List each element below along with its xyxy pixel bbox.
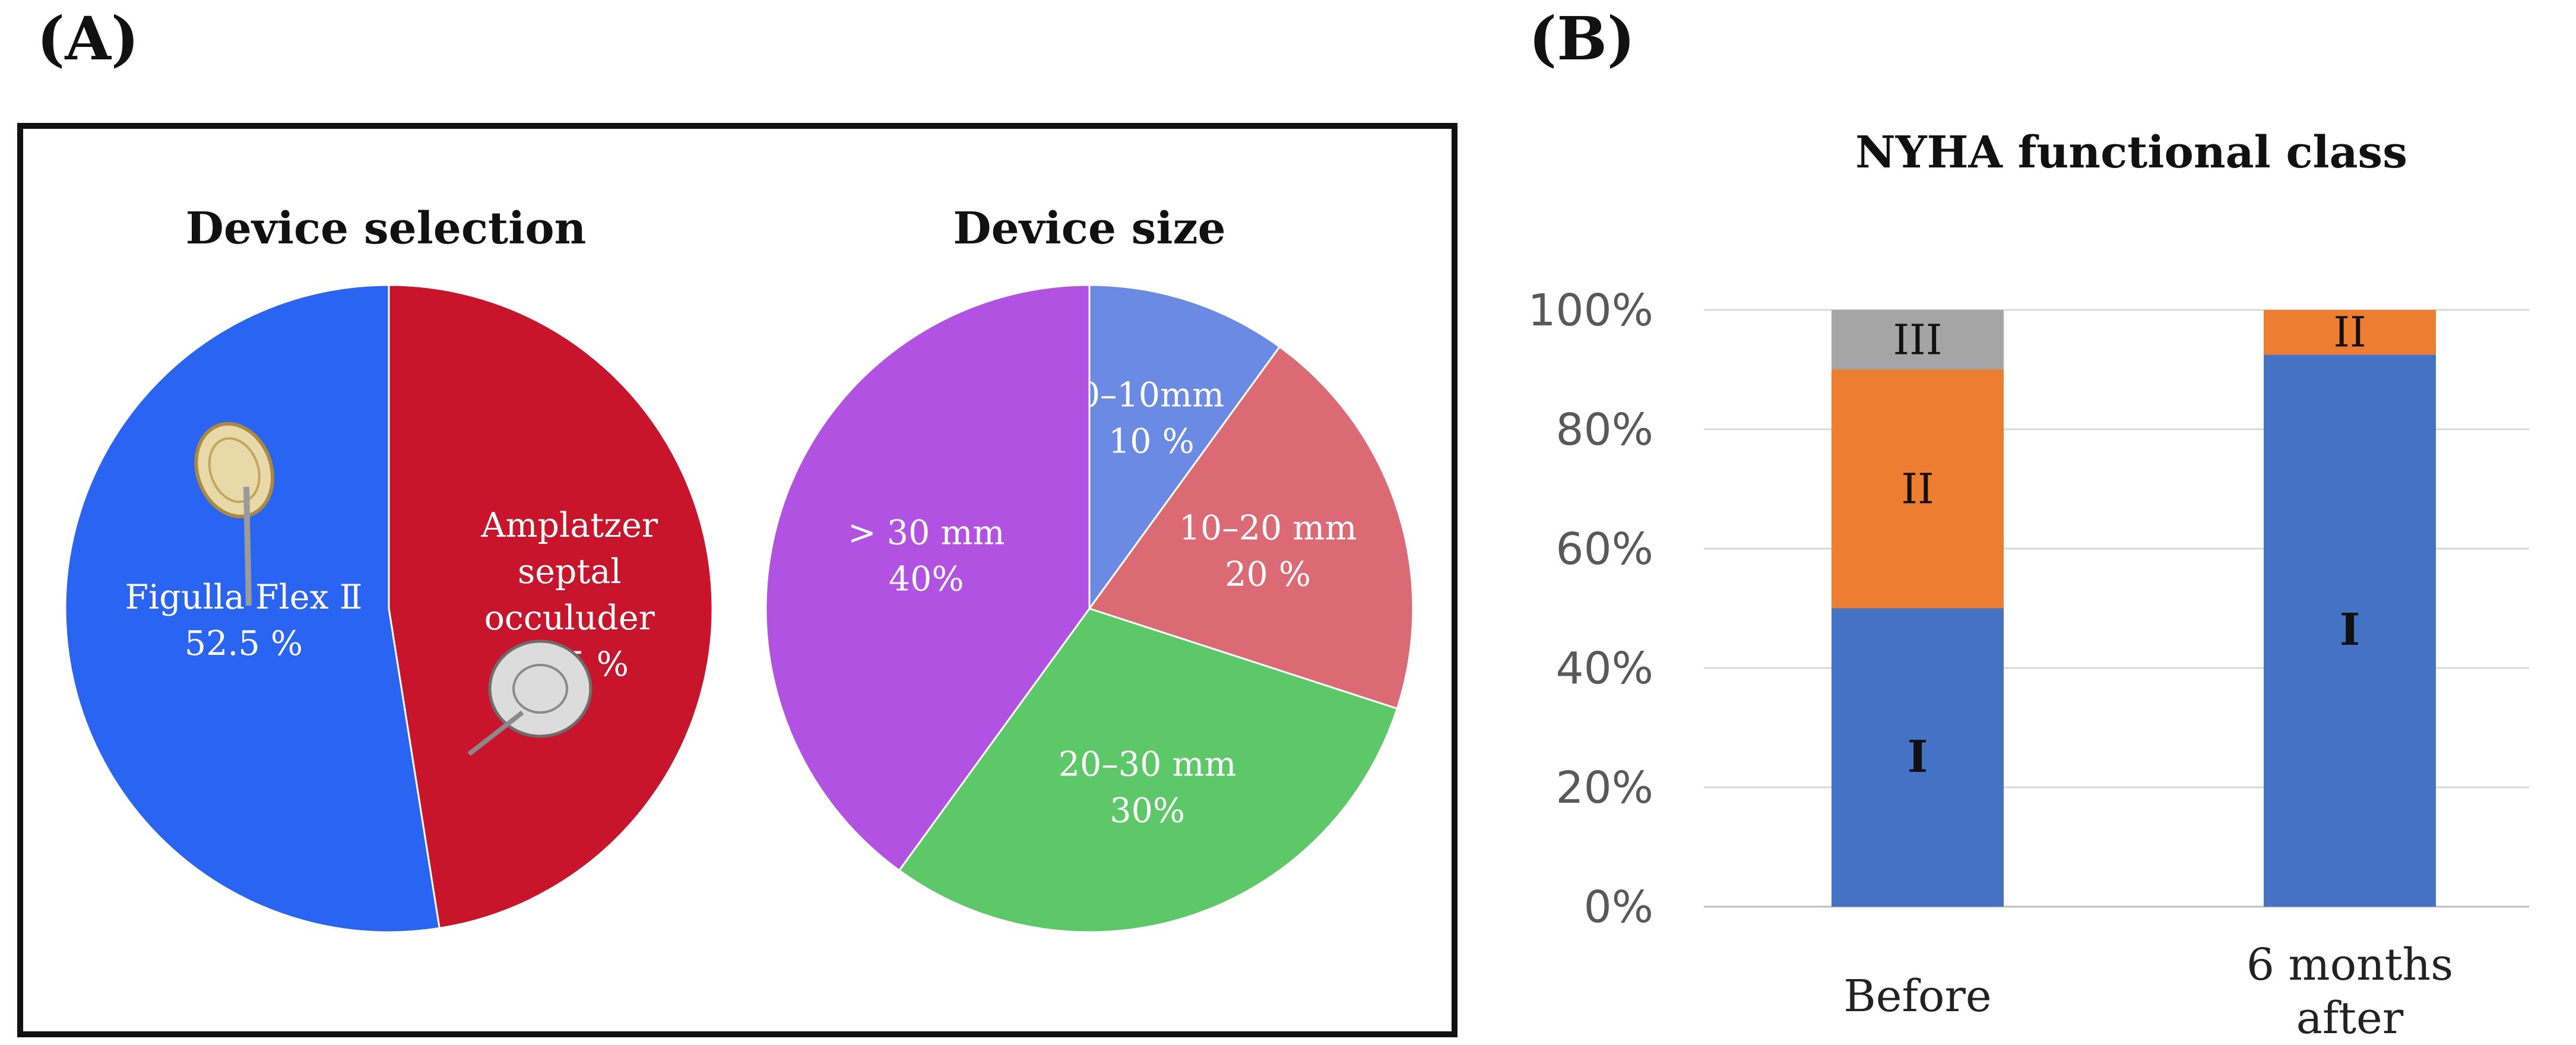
panel-a-frame [17, 123, 1457, 1037]
pie-slice-label-10-20-mm: 10–20 mm 20 % [1179, 508, 1357, 594]
pie-slice-10-20-mm [1088, 345, 1414, 710]
x-category-label: Before [1843, 971, 1991, 1022]
bar-segment-label: I [1908, 732, 1928, 783]
device-selection-title: Device selection [186, 203, 587, 254]
bar-segment-i [1832, 608, 2004, 907]
y-tick-label: 60% [1556, 524, 1653, 575]
pie-slice-amplatzer-septal-occuluder [388, 284, 714, 930]
pie-slice-30-mm [765, 284, 1091, 872]
nyha-bar-chart: NYHA functional class 0% 20% 40% 60% 80% 100%… [1528, 127, 2529, 1044]
y-tick-label: 80% [1556, 404, 1653, 455]
pie-slice-0-10mm [1088, 284, 1281, 612]
device-selection-pie: Device selection Amplatzer septal occulude… [64, 203, 714, 933]
bar-segment-label: I [2340, 604, 2360, 656]
amplatzer-device-image [467, 639, 592, 756]
bar-segment-ii [1832, 369, 2004, 609]
y-tick-label: 40% [1556, 643, 1653, 694]
device-size-title: Device size [953, 203, 1225, 254]
pie-slice-label-20-30-mm: 20–30 mm 30% [1059, 745, 1237, 831]
y-tick-label: 20% [1556, 762, 1653, 813]
bar-segment-ii [2264, 310, 2436, 355]
figulla-device-image [194, 422, 275, 606]
bar-segment-label: II [2333, 308, 2366, 357]
bar-segment-i [2264, 354, 2436, 907]
x-category-label: 6 months after [2247, 939, 2453, 1044]
y-tick-label: 0% [1584, 882, 1653, 933]
bar-segment-iii [1832, 310, 2004, 370]
device-size-pie: Device size 0–10mm 10 % 10–20 mm 20 % 20–30 … [765, 203, 1414, 933]
panel-a-letter: (A) [37, 4, 139, 74]
pie-slice-label-0-10mm: 0–10mm 10 % [1079, 376, 1224, 461]
nyha-chart-title: NYHA functional class [1855, 127, 2407, 178]
bar-segment-label: II [1901, 465, 1934, 514]
pie-slice-label-30-mm: > 30 mm 40% [848, 514, 1005, 599]
pie-slice-figulla-flex-ii [64, 284, 441, 933]
pie-slice-20-30-mm [898, 607, 1399, 933]
pie-slice-label-figulla-flex-ii: Figulla Flex Ⅱ 52.5 % [125, 578, 362, 663]
y-tick-label: 100% [1528, 285, 1653, 336]
bar-segment-label: III [1893, 315, 1943, 364]
panel-b-letter: (B) [1529, 4, 1635, 74]
